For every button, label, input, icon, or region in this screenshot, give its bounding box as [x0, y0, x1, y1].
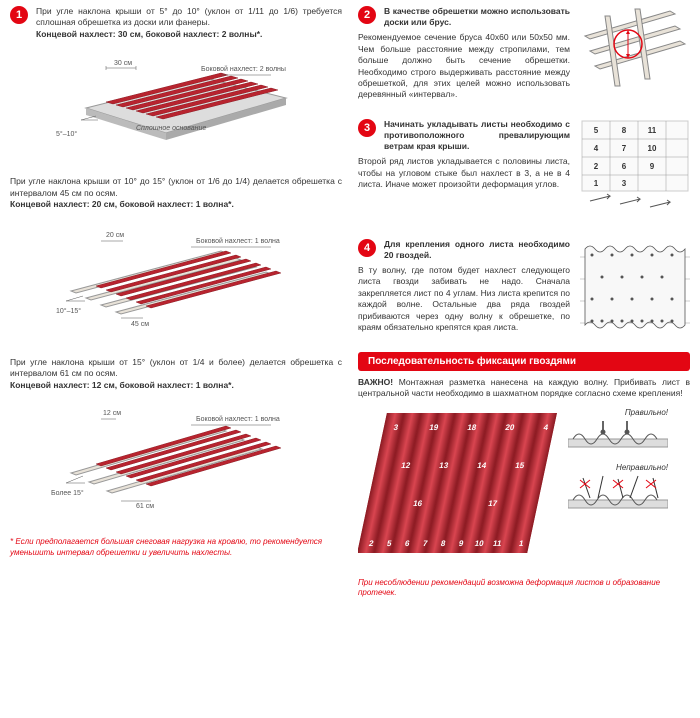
svg-text:4: 4: [594, 144, 599, 153]
svg-text:30 см: 30 см: [114, 60, 132, 67]
step1-block-a: 1 При угле наклона крыши от 5° до 10° (у…: [10, 6, 342, 158]
svg-text:9: 9: [650, 162, 655, 171]
svg-text:12 см: 12 см: [103, 410, 121, 417]
left-footnote: * Если предполагается большая снеговая н…: [10, 537, 342, 558]
svg-text:10: 10: [648, 144, 657, 153]
step3-title: Начинать укладывать листы необходимо с п…: [384, 119, 570, 152]
diagram-3: 5 8 11 4 7 10 2 6 9 1 3: [580, 119, 690, 219]
svg-text:61 см: 61 см: [136, 503, 154, 510]
right-footnote: При несоблюдении рекомендаций возможна д…: [358, 578, 690, 599]
step1c-text: При угле наклона крыши от 15° (уклон от …: [10, 357, 342, 380]
step-badge-3: 3: [358, 119, 376, 137]
svg-text:5°–10°: 5°–10°: [56, 130, 77, 138]
svg-text:2: 2: [594, 162, 599, 171]
svg-text:3: 3: [622, 179, 627, 188]
step1-block-c: При угле наклона крыши от 15° (уклон от …: [10, 357, 342, 519]
left-column: 1 При угле наклона крыши от 5° до 10° (у…: [10, 6, 342, 599]
correct-label: Правильно!: [568, 408, 668, 417]
page: 1 При угле наклона крыши от 5° до 10° (у…: [0, 0, 700, 605]
step2: 2 В качестве обрешетки можно использоват…: [358, 6, 690, 101]
diagram-2: [580, 6, 690, 91]
wrong-label: Неправильно!: [568, 463, 668, 472]
diagram-correct: [568, 419, 668, 451]
step1c-bold: Концевой нахлест: 12 см, боковой нахлест…: [10, 380, 342, 391]
nail-sequence: 31918204 12131415 1617 25678910111 Прави…: [358, 408, 690, 568]
diagram-1c: 12 см Боковой нахлест: 1 волна 61 см Бол…: [46, 399, 306, 519]
diagram-4: [580, 239, 690, 329]
svg-text:Сплошное основание: Сплошное основание: [136, 125, 206, 132]
svg-text:45 см: 45 см: [131, 321, 149, 328]
step2-body: Рекомендуемое сечение бруса 40х60 или 50…: [358, 32, 570, 101]
diagram-1b: 20 см Боковой нахлест: 1 волна 45 см 10°…: [46, 219, 306, 339]
svg-text:Боковой нахлест: 2 волны: Боковой нахлест: 2 волны: [201, 65, 286, 73]
step2-title: В качестве обрешетки можно использовать …: [384, 6, 570, 28]
sequence-body: ВАЖНО! Монтажная разметка нанесена на ка…: [358, 377, 690, 400]
svg-text:5: 5: [594, 126, 599, 135]
step1b-bold: Концевой нахлест: 20 см, боковой нахлест…: [10, 199, 342, 210]
svg-text:20 см: 20 см: [106, 232, 124, 239]
svg-text:11: 11: [648, 126, 657, 135]
diagram-wrong: [568, 474, 668, 514]
step1a-text: При угле наклона крыши от 5° до 10° (укл…: [36, 6, 342, 29]
step1b-text: При угле наклона крыши от 10° до 15° (ук…: [10, 176, 342, 199]
right-column: 2 В качестве обрешетки можно использоват…: [358, 6, 690, 599]
step4-title: Для крепления одного листа необходимо 20…: [384, 239, 570, 261]
svg-text:7: 7: [622, 144, 627, 153]
svg-text:6: 6: [622, 162, 627, 171]
step3-body: Второй ряд листов укладывается с половин…: [358, 156, 570, 190]
diagram-sheet: 31918204 12131415 1617 25678910111: [358, 408, 558, 568]
step1-block-b: При угле наклона крыши от 10° до 15° (ук…: [10, 176, 342, 338]
step1a-bold: Концевой нахлест: 30 см, боковой нахлест…: [36, 29, 342, 40]
svg-text:1: 1: [594, 179, 599, 188]
svg-text:Боковой нахлест: 1 волна: Боковой нахлест: 1 волна: [196, 237, 280, 245]
step-badge-4: 4: [358, 239, 376, 257]
svg-text:8: 8: [622, 126, 627, 135]
sequence-title: Последовательность фиксации гвоздями: [358, 352, 690, 371]
step4: 4 Для крепления одного листа необходимо …: [358, 239, 690, 334]
step-badge-2: 2: [358, 6, 376, 24]
svg-text:10°–15°: 10°–15°: [56, 307, 81, 315]
step3: 3 Начинать укладывать листы необходимо с…: [358, 119, 690, 221]
step-badge-1: 1: [10, 6, 28, 24]
svg-text:Более 15°: Более 15°: [51, 489, 84, 497]
step4-body: В ту волну, где потом будет нахлест след…: [358, 265, 570, 334]
diagram-1a: 30 см Боковой нахлест: 2 волны Сплошное …: [46, 48, 306, 158]
svg-text:Боковой нахлест: 1 волна: Боковой нахлест: 1 волна: [196, 415, 280, 423]
